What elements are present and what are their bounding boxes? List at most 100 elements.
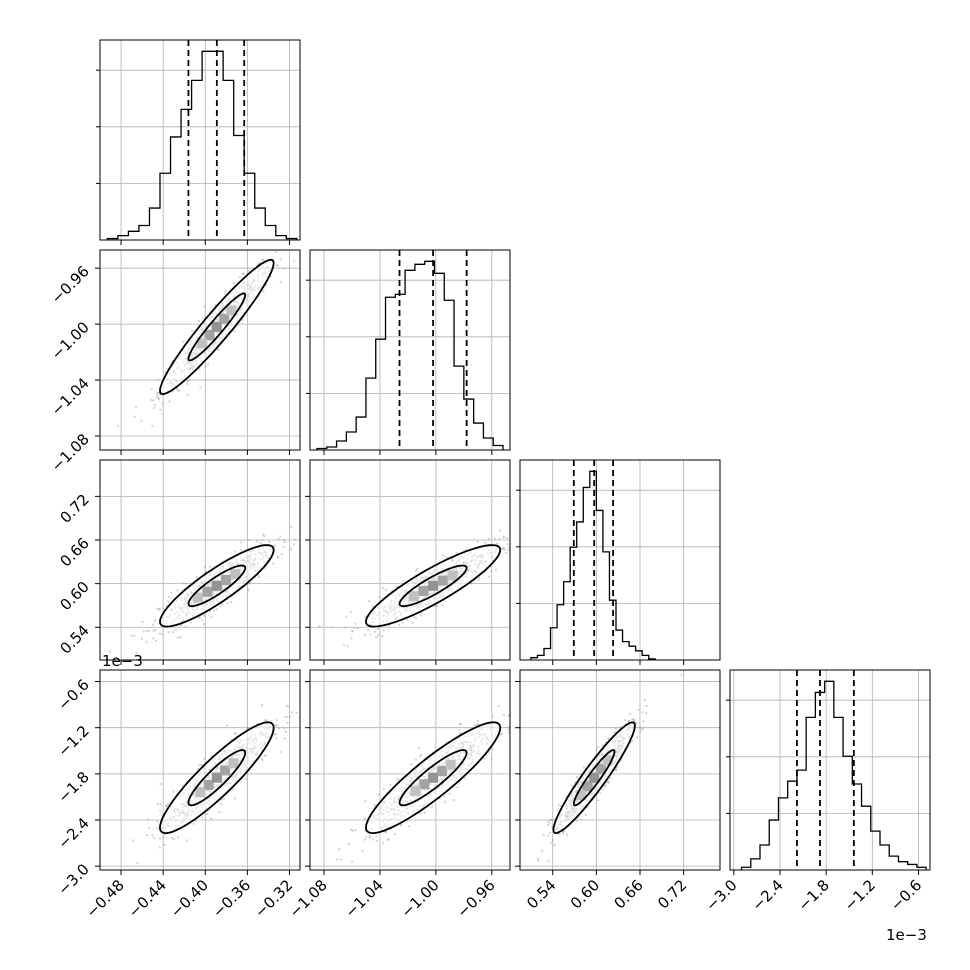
y-tick-label: −2.4: [54, 814, 92, 852]
sample-point: [158, 608, 161, 611]
sample-point: [171, 630, 175, 634]
sample-point: [346, 645, 349, 648]
sample-point: [394, 833, 397, 836]
sample-point: [423, 811, 426, 814]
sample-point: [134, 406, 137, 409]
sample-point: [382, 842, 385, 845]
sample-point: [277, 538, 280, 541]
sample-point: [265, 719, 268, 722]
sample-point: [363, 817, 366, 820]
sample-point: [500, 732, 503, 735]
sample-point: [186, 383, 189, 386]
sample-point: [275, 719, 278, 722]
sample-point: [260, 704, 264, 707]
y-tick-label: −1.2: [54, 722, 92, 760]
tick-labels: −1.08−1.04−1.00−0.960.540.600.660.72−3.0…: [48, 240, 927, 944]
sample-point: [156, 827, 159, 830]
sample-point: [502, 713, 505, 717]
sample-point: [369, 633, 372, 636]
sample-point: [420, 614, 423, 617]
sample-point: [382, 787, 385, 791]
sample-point: [507, 548, 510, 551]
sample-point: [283, 737, 286, 740]
sample-point: [176, 589, 179, 592]
sample-point: [627, 719, 631, 723]
axes-frame: [99, 39, 301, 241]
contours: [552, 721, 636, 835]
contour-1sigma: [187, 749, 247, 807]
sample-point: [306, 217, 308, 219]
sample-point: [158, 846, 161, 849]
sample-point: [596, 745, 600, 749]
sample-point: [507, 714, 510, 717]
sample-point: [354, 622, 357, 625]
sample-point: [418, 747, 421, 750]
sample-point: [411, 621, 414, 625]
sample-point: [145, 640, 148, 643]
sample-point: [282, 546, 285, 549]
sample-point: [156, 396, 159, 399]
sample-point: [418, 755, 421, 758]
sample-point: [344, 626, 347, 629]
sample-point: [599, 792, 602, 795]
x-tick-label: −2.4: [748, 876, 786, 914]
sample-point: [151, 623, 155, 626]
sample-point: [295, 711, 298, 714]
contour-1sigma: [187, 564, 247, 608]
sample-point: [270, 720, 273, 723]
sample-point: [276, 264, 279, 267]
sample-point: [375, 835, 378, 838]
sample-point: [159, 782, 162, 786]
sample-point: [401, 621, 404, 624]
sample-point: [146, 834, 149, 837]
sample-point: [152, 637, 155, 640]
sample-point: [368, 834, 371, 837]
sample-point: [345, 615, 348, 618]
sample-point: [527, 555, 529, 557]
sample-point: [607, 737, 610, 740]
histogram-panel-4: [726, 669, 931, 871]
x-tick-label: −1.00: [397, 876, 442, 921]
histogram-steps: [740, 680, 927, 870]
sample-point: [276, 555, 280, 558]
sample-point: [499, 529, 502, 532]
sample-point: [198, 367, 201, 370]
sample-point: [261, 758, 264, 762]
sample-point: [146, 818, 149, 821]
sample-point: [504, 551, 507, 554]
sample-point: [196, 767, 199, 771]
sample-point: [156, 802, 159, 806]
sample-point: [234, 550, 237, 553]
sample-point: [363, 838, 366, 841]
sample-point: [204, 365, 207, 368]
sample-point: [368, 599, 371, 603]
sample-point: [141, 621, 144, 624]
sample-point: [286, 715, 289, 718]
sample-point: [176, 636, 180, 639]
x-tick-label: −1.8: [794, 876, 832, 914]
sample-point: [491, 715, 494, 718]
sample-point: [507, 728, 510, 731]
scatter-panel-4-1: [99, 669, 301, 871]
sample-point: [290, 711, 293, 714]
sample-point: [528, 536, 530, 538]
sample-point: [262, 258, 265, 261]
sample-point: [161, 633, 164, 636]
sample-point: [199, 386, 202, 389]
sample-point: [549, 831, 552, 834]
sample-point: [565, 833, 569, 836]
sample-point: [645, 712, 648, 715]
sample-point: [283, 267, 286, 270]
sample-point: [377, 793, 380, 796]
sample-point: [473, 723, 477, 727]
sample-point: [157, 397, 160, 400]
sample-point: [412, 615, 416, 619]
sample-point: [162, 836, 165, 839]
contour-1sigma: [572, 749, 616, 807]
sample-point: [210, 817, 213, 820]
sample-point: [275, 250, 278, 253]
sample-point: [382, 629, 385, 632]
x-tick-label: 0.54: [523, 876, 559, 912]
sample-point: [532, 695, 534, 697]
sample-point: [511, 715, 513, 717]
